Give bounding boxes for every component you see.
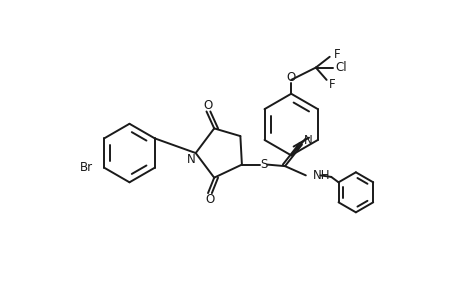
Text: O: O xyxy=(286,71,295,84)
Text: N: N xyxy=(303,134,313,147)
Text: Cl: Cl xyxy=(334,61,346,74)
Text: O: O xyxy=(203,99,212,112)
Text: F: F xyxy=(333,48,339,61)
Text: O: O xyxy=(205,193,214,206)
Text: NH: NH xyxy=(312,169,330,182)
Text: N: N xyxy=(186,153,195,166)
Text: S: S xyxy=(259,158,267,171)
Text: Br: Br xyxy=(80,161,93,174)
Text: F: F xyxy=(328,78,335,91)
